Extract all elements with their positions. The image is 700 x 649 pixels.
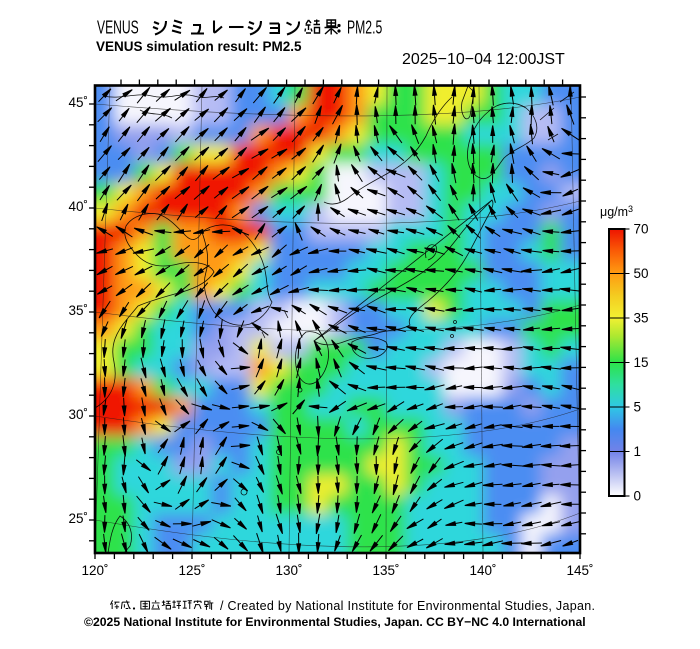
svg-text:25˚: 25˚: [68, 511, 88, 526]
svg-text:45˚: 45˚: [68, 95, 88, 110]
svg-text:35: 35: [634, 311, 649, 326]
svg-text:130˚: 130˚: [275, 563, 302, 578]
svg-text:5: 5: [634, 400, 642, 415]
svg-text:125˚: 125˚: [178, 563, 205, 578]
svg-text:0: 0: [634, 489, 642, 504]
svg-text:145˚: 145˚: [566, 563, 593, 578]
svg-text:140˚: 140˚: [469, 563, 496, 578]
svg-text:/ Created by National Institut: / Created by National Institute for Envi…: [220, 599, 595, 613]
svg-text:15: 15: [634, 355, 649, 370]
svg-text:30˚: 30˚: [68, 407, 88, 422]
svg-text:70: 70: [634, 222, 649, 237]
svg-text:2025−10−04 12:00JST: 2025−10−04 12:00JST: [402, 51, 565, 68]
svg-text:50: 50: [634, 266, 649, 281]
svg-text:©2025 National Institute for E: ©2025 National Institute for Environment…: [84, 615, 586, 629]
svg-text:μg/m3: μg/m3: [600, 204, 633, 219]
svg-text:1: 1: [634, 444, 642, 459]
svg-text:VENUS simulation result: PM2.5: VENUS simulation result: PM2.5: [96, 39, 302, 54]
svg-text:135˚: 135˚: [372, 563, 399, 578]
svg-text:PM2.5: PM2.5: [347, 18, 382, 38]
svg-text:35˚: 35˚: [68, 303, 88, 318]
svg-text:120˚: 120˚: [81, 563, 108, 578]
svg-text:40˚: 40˚: [68, 199, 88, 214]
svg-text:VENUS: VENUS: [97, 18, 139, 38]
